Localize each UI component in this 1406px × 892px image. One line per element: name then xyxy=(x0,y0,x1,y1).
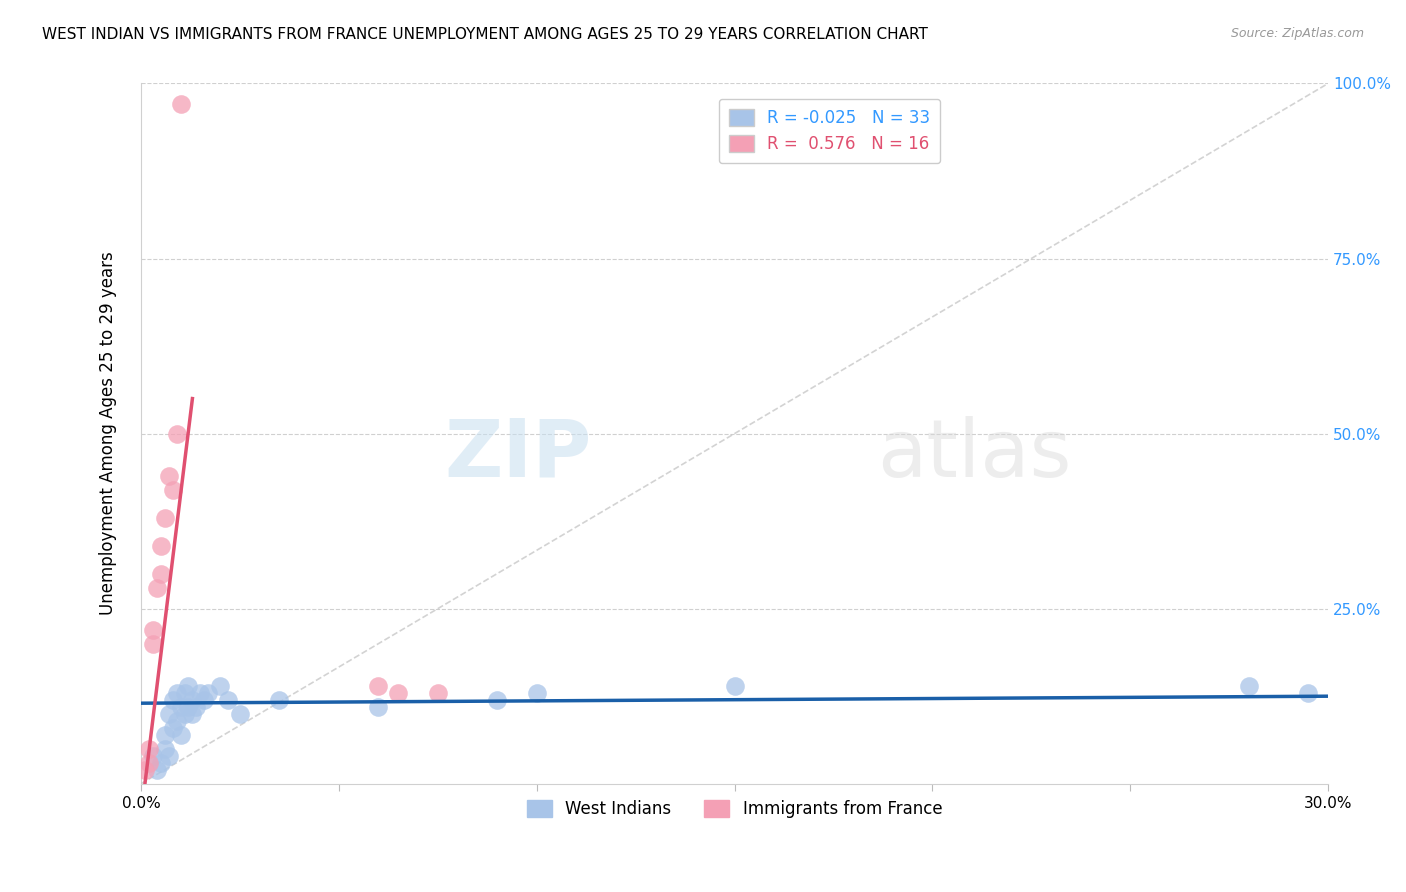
Point xyxy=(387,686,409,700)
Legend: West Indians, Immigrants from France: West Indians, Immigrants from France xyxy=(520,793,949,824)
Point xyxy=(138,741,160,756)
Point xyxy=(173,706,195,721)
Point xyxy=(486,692,509,706)
Point xyxy=(181,692,204,706)
Point xyxy=(173,686,195,700)
Point xyxy=(142,748,165,763)
Point xyxy=(153,728,176,742)
Point xyxy=(149,539,172,553)
Point xyxy=(269,692,291,706)
Point xyxy=(166,714,188,728)
Point xyxy=(426,686,449,700)
Point xyxy=(134,763,156,777)
Point xyxy=(146,763,169,777)
Point xyxy=(229,706,252,721)
Text: atlas: atlas xyxy=(877,416,1071,493)
Point xyxy=(188,686,211,700)
Point xyxy=(197,686,219,700)
Point xyxy=(142,637,165,651)
Point xyxy=(153,741,176,756)
Point xyxy=(169,97,191,112)
Point xyxy=(177,699,200,714)
Point xyxy=(157,706,180,721)
Point xyxy=(177,679,200,693)
Point xyxy=(367,679,389,693)
Point xyxy=(153,510,176,524)
Point xyxy=(162,692,184,706)
Point xyxy=(166,686,188,700)
Point xyxy=(157,468,180,483)
Point xyxy=(162,721,184,735)
Point xyxy=(526,686,548,700)
Text: ZIP: ZIP xyxy=(444,416,592,493)
Point xyxy=(367,699,389,714)
Point xyxy=(169,699,191,714)
Point xyxy=(166,426,188,441)
Point xyxy=(1298,686,1320,700)
Point xyxy=(146,581,169,595)
Point xyxy=(157,748,180,763)
Point xyxy=(181,706,204,721)
Text: Source: ZipAtlas.com: Source: ZipAtlas.com xyxy=(1230,27,1364,40)
Point xyxy=(1237,679,1260,693)
Point xyxy=(209,679,232,693)
Point xyxy=(138,756,160,770)
Text: WEST INDIAN VS IMMIGRANTS FROM FRANCE UNEMPLOYMENT AMONG AGES 25 TO 29 YEARS COR: WEST INDIAN VS IMMIGRANTS FROM FRANCE UN… xyxy=(42,27,928,42)
Y-axis label: Unemployment Among Ages 25 to 29 years: Unemployment Among Ages 25 to 29 years xyxy=(100,252,117,615)
Point xyxy=(149,756,172,770)
Point xyxy=(193,692,215,706)
Point xyxy=(149,566,172,581)
Point xyxy=(217,692,239,706)
Point xyxy=(169,728,191,742)
Point xyxy=(186,699,208,714)
Point xyxy=(723,679,745,693)
Point xyxy=(162,483,184,497)
Point xyxy=(142,623,165,637)
